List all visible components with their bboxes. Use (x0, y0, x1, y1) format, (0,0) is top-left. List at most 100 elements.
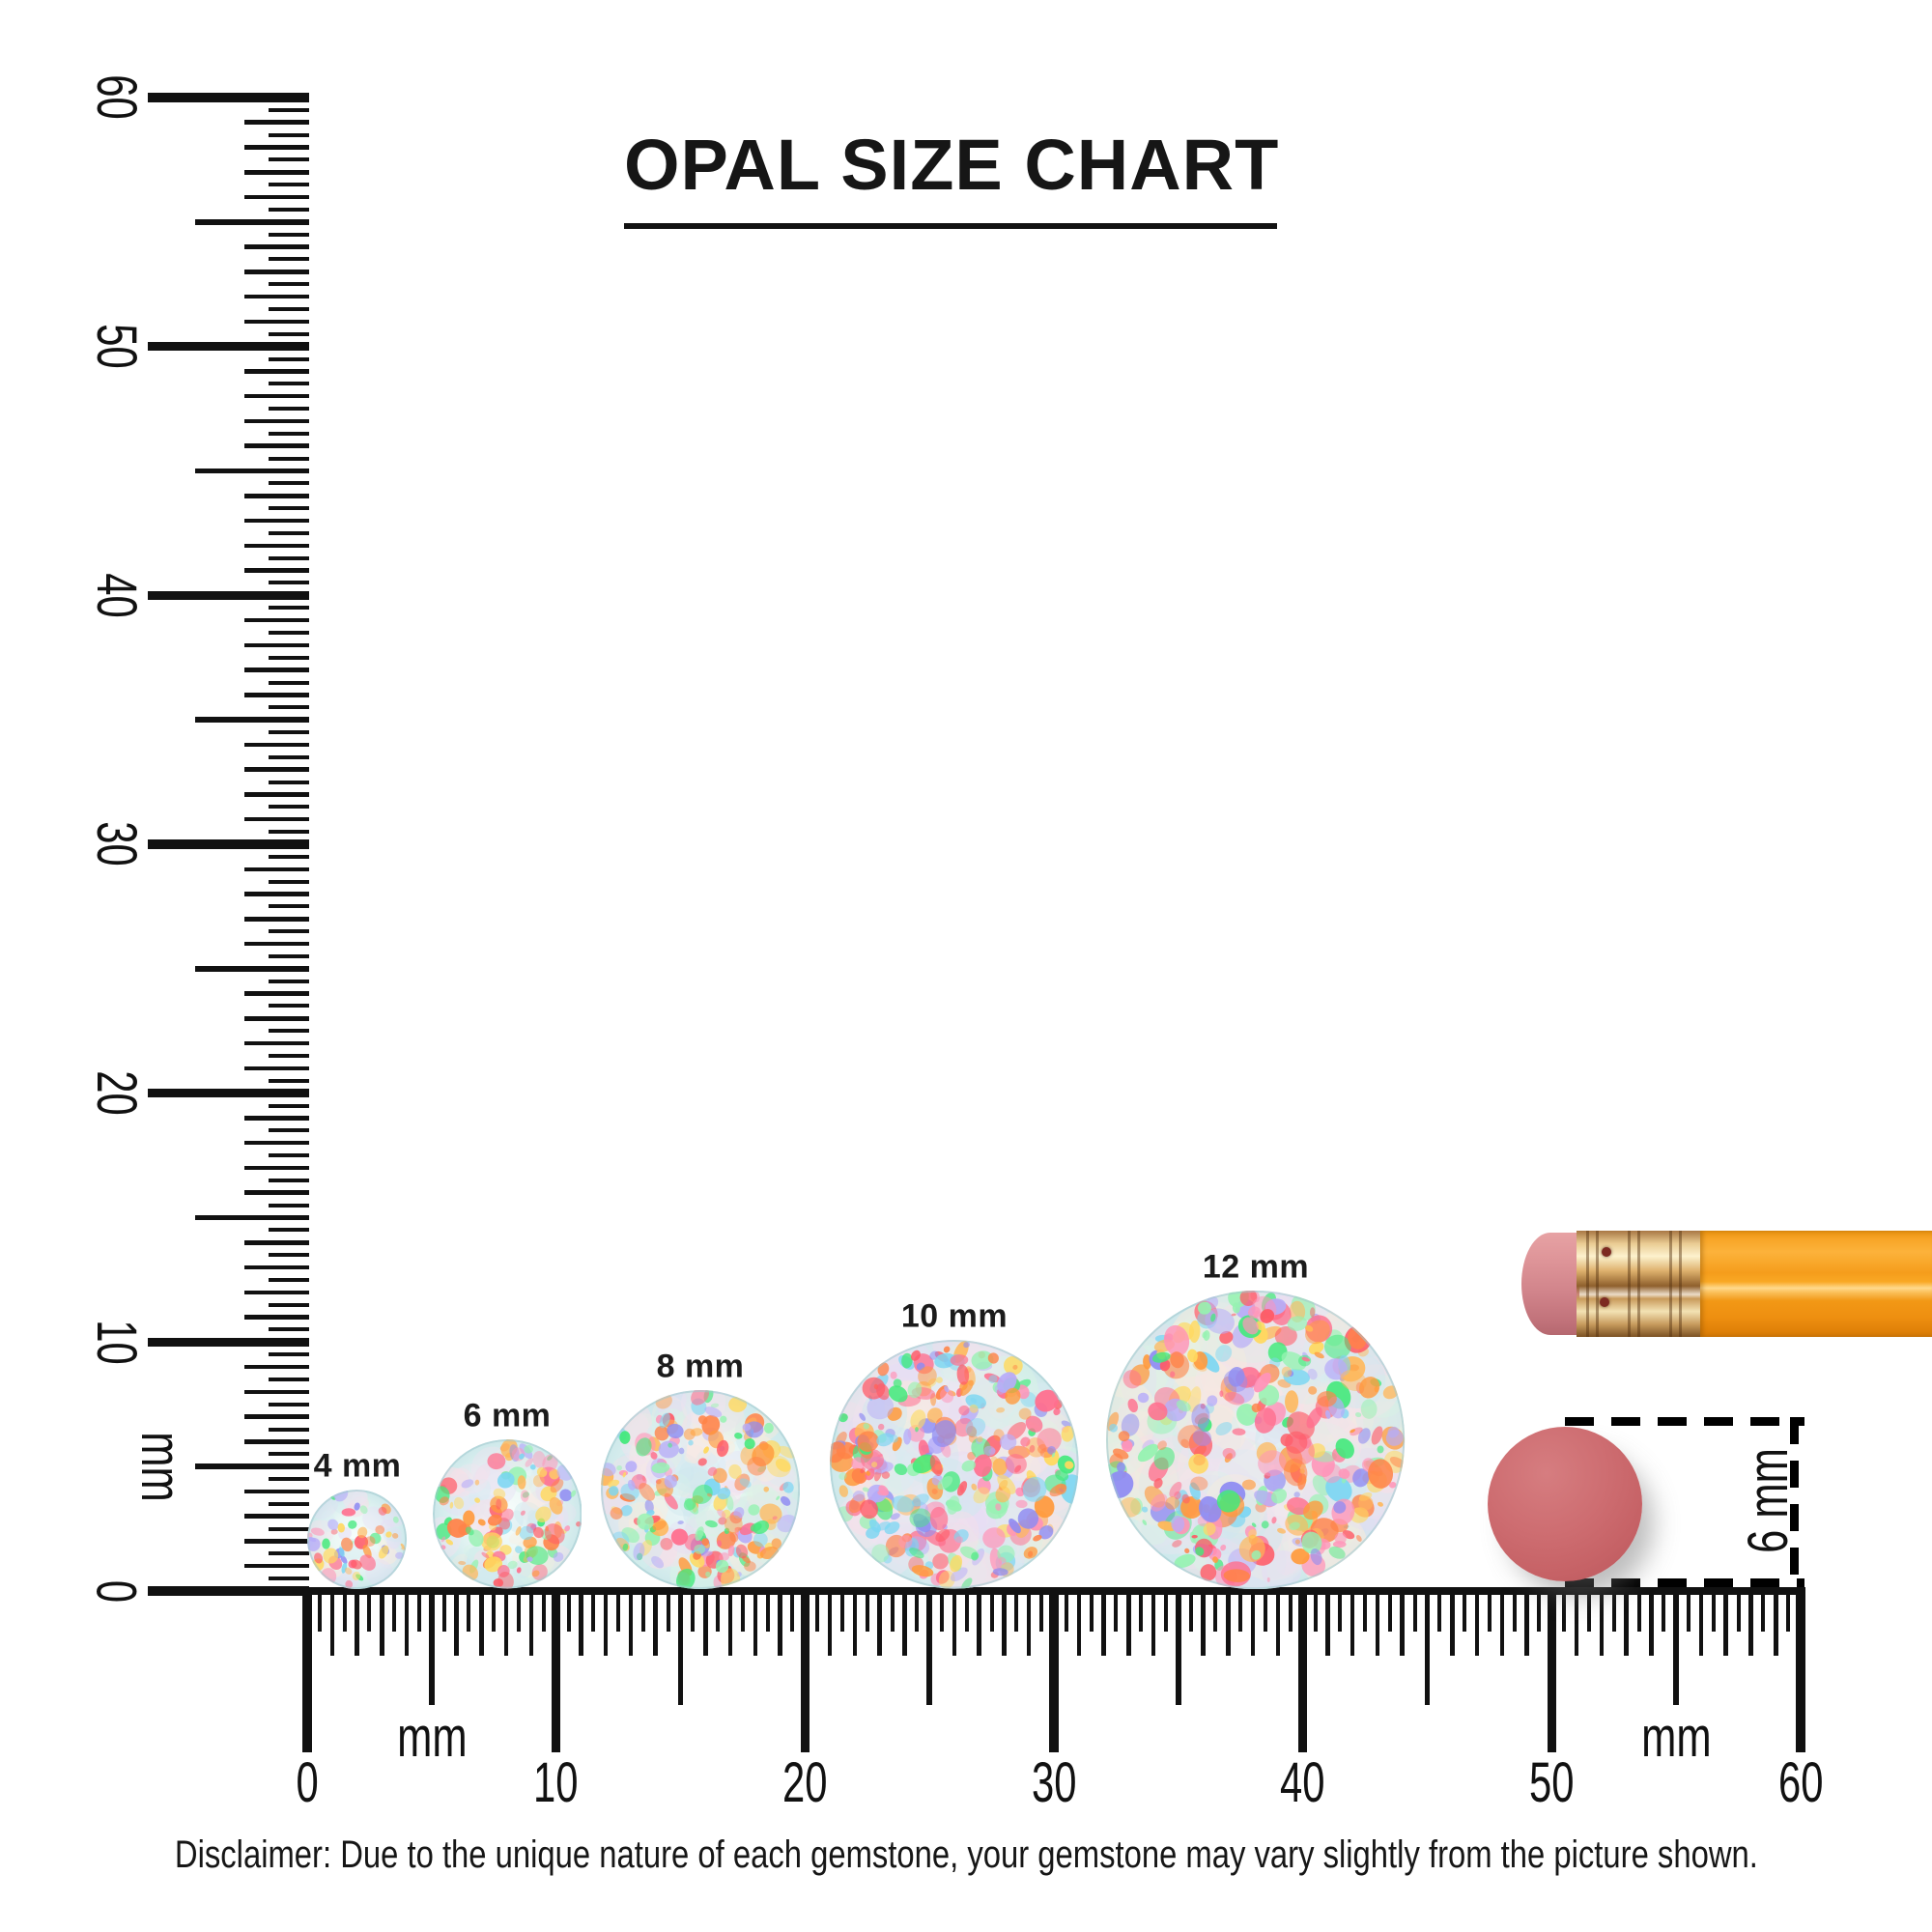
ruler-tick (1250, 1587, 1256, 1656)
ruler-tick (269, 1228, 309, 1233)
ruler-tick (1574, 1587, 1579, 1656)
ruler-tick (1139, 1587, 1144, 1632)
ruler-tick (244, 1563, 309, 1569)
ruler-tick (244, 568, 309, 573)
ruler-tick (302, 1587, 312, 1752)
ruler-tick (1288, 1587, 1293, 1632)
ruler-tick (1076, 1587, 1082, 1656)
ruler-tick (269, 1302, 309, 1307)
ruler-tick (244, 1016, 309, 1021)
ruler-tick (244, 244, 309, 249)
ruler-tick (269, 879, 309, 884)
ruler-tick (195, 1214, 309, 1221)
ruler-tick (269, 1153, 309, 1158)
ruler-tick (416, 1587, 421, 1632)
ruler-tick (269, 506, 309, 511)
ruler-tick (269, 331, 309, 336)
ruler-tick (467, 1587, 471, 1632)
eraser-top-view-circle (1488, 1427, 1642, 1581)
ruler-tick (244, 443, 309, 448)
ruler-tick (269, 282, 309, 287)
ruler-tick (244, 1364, 309, 1370)
ruler-tick (640, 1587, 645, 1632)
ruler-tick (269, 555, 309, 560)
ruler-tick (269, 1427, 309, 1432)
opal-size-label: 8 mm (656, 1348, 745, 1385)
ruler-tick (269, 1577, 309, 1581)
ruler-tick (244, 319, 309, 325)
ruler-tick (269, 183, 309, 187)
ruler-tick (1487, 1587, 1492, 1632)
ruler-tick (1796, 1587, 1805, 1752)
ruler-tick (244, 1240, 309, 1245)
ruler-tick (1363, 1587, 1368, 1632)
ruler-tick (148, 93, 309, 102)
ruler-tick (269, 157, 309, 162)
ruler-tick (616, 1587, 621, 1632)
ruler-tick (244, 1165, 309, 1171)
ruler-tick (890, 1587, 895, 1632)
ruler-tick (1524, 1587, 1529, 1656)
ruler-tick (1437, 1587, 1442, 1632)
ruler-tick (148, 1088, 309, 1098)
ferrule-rivet-icon (1602, 1247, 1611, 1257)
ruler-tick (441, 1587, 446, 1632)
ruler-tick (503, 1587, 509, 1656)
ruler-tick (551, 1587, 561, 1752)
opal-size-label: 10 mm (900, 1297, 1009, 1335)
ruler-tick (677, 1587, 684, 1705)
ruler-tick (1537, 1587, 1542, 1632)
ruler-tick (815, 1587, 820, 1632)
ruler-tick (1163, 1587, 1168, 1632)
ruler-tick (1350, 1587, 1355, 1656)
ruler-tick (1226, 1587, 1231, 1656)
opal-gem-image (307, 1489, 408, 1589)
ruler-tick (1761, 1587, 1766, 1632)
ruler-tick (1636, 1587, 1641, 1632)
ruler-tick (195, 717, 309, 723)
opal-size-label: 4 mm (313, 1447, 402, 1485)
opal-12mm (1106, 1290, 1406, 1589)
ruler-tick (269, 481, 309, 486)
measure-dash-top (1565, 1417, 1804, 1426)
ruler-tick (269, 754, 309, 759)
ruler-tick (244, 991, 309, 996)
ruler-tick (269, 805, 309, 810)
ruler-tick (269, 1103, 309, 1108)
ruler-tick (244, 1290, 309, 1295)
ruler-tick (1375, 1587, 1380, 1656)
ruler-tick (269, 1327, 309, 1332)
ruler-tick (1151, 1587, 1156, 1656)
ruler-tick (1014, 1587, 1019, 1632)
ruler-tick (628, 1587, 634, 1656)
ruler-tick (666, 1587, 670, 1632)
ruler-tick (269, 132, 309, 137)
ruler-tick (269, 107, 309, 112)
ruler-tick (269, 780, 309, 784)
ruler-tick (1039, 1587, 1044, 1632)
ruler-tick (492, 1587, 497, 1632)
eraser-dimension-label: 6 mm (1736, 1447, 1800, 1553)
ruler-tick (342, 1587, 347, 1632)
ruler-tick (367, 1587, 372, 1632)
ruler-tick (653, 1587, 658, 1656)
ruler-tick (1049, 1587, 1059, 1752)
ruler-tick (404, 1587, 410, 1656)
ruler-tick (244, 145, 309, 150)
ruler-tick (852, 1587, 858, 1656)
disclaimer: Disclaimer: Due to the unique nature of … (174, 1833, 1758, 1876)
ruler-tick (269, 1477, 309, 1482)
ruler-tick (244, 1040, 309, 1046)
ruler-tick (244, 867, 309, 871)
ruler-tick (940, 1587, 945, 1632)
ruler-tick (1064, 1587, 1068, 1632)
ruler-tick (244, 1414, 309, 1419)
ruler-tick (269, 456, 309, 461)
ruler-tick (1611, 1587, 1616, 1632)
ruler-tick (753, 1587, 758, 1656)
ruler-tick (195, 1463, 309, 1469)
ruler-tick (1424, 1587, 1431, 1705)
ruler-unit-label: mm (1640, 1705, 1712, 1769)
ruler-tick (517, 1587, 522, 1632)
ruler-tick (269, 904, 309, 909)
